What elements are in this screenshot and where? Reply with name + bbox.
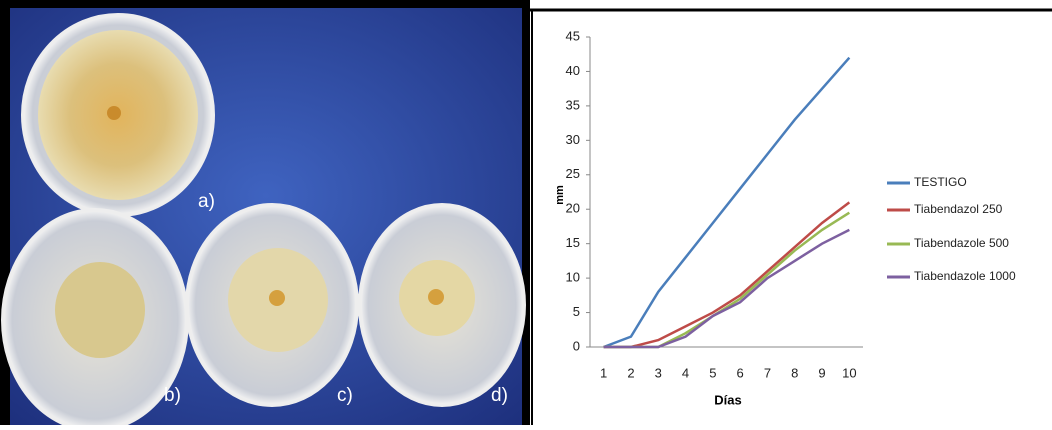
legend-label: Tiabendazol 250	[914, 202, 1003, 216]
x-tick-label: 4	[682, 365, 689, 380]
y-tick-label: 10	[566, 270, 580, 285]
series-line	[604, 230, 850, 347]
legend-label: Tiabendazole 500	[914, 236, 1009, 250]
x-tick-label: 2	[627, 365, 634, 380]
y-tick-label: 40	[566, 63, 580, 78]
legend-label: TESTIGO	[914, 175, 967, 189]
y-tick-label: 45	[566, 28, 580, 43]
x-axis-label: Días	[714, 392, 741, 407]
x-tick-label: 10	[842, 365, 856, 380]
photo-label: a)	[198, 191, 215, 212]
x-tick-label: 7	[764, 365, 771, 380]
x-tick-label: 9	[818, 365, 825, 380]
legend-label: Tiabendazole 1000	[914, 269, 1016, 283]
y-axis-label: mm	[554, 185, 566, 205]
x-tick-label: 6	[737, 365, 744, 380]
y-tick-label: 35	[566, 97, 580, 112]
y-tick-label: 0	[573, 338, 580, 353]
plug	[107, 106, 121, 120]
figure: a) b) c) d) mm Días 05101520253035404512…	[0, 0, 1052, 425]
colony	[55, 262, 145, 358]
plug	[269, 290, 285, 306]
x-tick-label: 5	[709, 365, 716, 380]
photo-label: b)	[164, 385, 181, 406]
photo-label: d)	[491, 385, 508, 406]
x-tick-label: 3	[655, 365, 662, 380]
y-tick-label: 20	[566, 201, 580, 216]
y-tick-label: 30	[566, 132, 580, 147]
y-tick-label: 25	[566, 166, 580, 181]
plug	[428, 289, 444, 305]
y-tick-label: 15	[566, 235, 580, 250]
x-tick-label: 8	[791, 365, 798, 380]
photo-label: c)	[337, 385, 353, 406]
y-tick-label: 5	[573, 304, 580, 319]
series-line	[604, 202, 850, 347]
page: a) b) c) d) mm Días 05101520253035404512…	[0, 0, 1052, 425]
x-tick-label: 1	[600, 365, 607, 380]
